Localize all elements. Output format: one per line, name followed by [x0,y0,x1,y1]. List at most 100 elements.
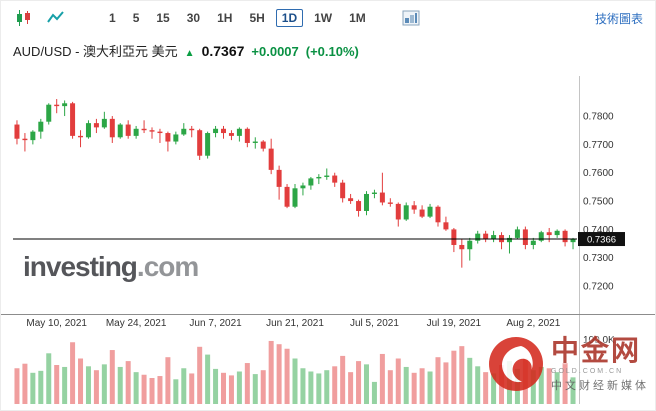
volume-bar [562,363,568,404]
volume-bar [22,363,28,404]
timeframe-1d[interactable]: 1D [275,9,304,27]
candlestick-chart-icon [17,10,30,26]
candle-body [101,118,107,128]
candle-body [221,128,227,134]
volume-bar [85,366,91,404]
candle-body [78,135,84,138]
candle-body [149,130,155,132]
timeframe-1m[interactable]: 1M [343,9,372,27]
candle-body [276,169,282,187]
candle-body [467,240,473,250]
candle-body [141,128,147,131]
candle-body [54,104,60,107]
y-axis-tick: 0.7200 [583,282,614,293]
volume-bar [244,363,250,404]
price-change-percent: (+0.10%) [305,44,359,59]
up-arrow-icon: ▲ [184,48,195,59]
volume-bar [419,368,425,404]
x-axis-label: Jun 21, 2021 [266,318,324,329]
volume-bar [308,371,314,404]
investing-watermark: investing.com [23,251,199,283]
candle-body [530,240,536,245]
candle-body [46,104,52,122]
chart-panel-icon [402,10,420,26]
candle-body [348,198,354,202]
timeframe-1h[interactable]: 1H [211,9,238,27]
volume-bar [379,353,385,404]
candle-body [22,138,28,141]
volume-bar [570,377,576,404]
timeframe-1[interactable]: 1 [103,9,122,27]
volume-bar [292,358,298,404]
candle-body [427,206,433,217]
volume-bar [93,370,99,404]
volume-bar [491,373,497,404]
candle-body [491,235,497,240]
volume-bar [165,357,171,404]
timeframe-5h[interactable]: 5H [243,9,270,27]
volume-bar [157,376,163,404]
candle-body [554,230,560,236]
volume-bar [189,373,195,404]
candle-body [546,232,552,236]
candle-body [379,192,385,203]
timeframe-5[interactable]: 5 [127,9,146,27]
volume-bar [78,358,84,404]
y-axis-tick: 0.7500 [583,197,614,208]
volume-bar [467,357,473,404]
volume-bar [443,362,449,404]
investing-watermark-brand: investing [23,251,138,282]
candle-body [506,237,512,243]
volume-bar [435,357,441,404]
zhongjinwang-tagline: 中文财经新媒体 [551,379,649,392]
candle-body [38,121,44,132]
candlestick-type-button[interactable] [13,7,35,29]
candle-body [443,222,449,230]
volume-bar [316,373,322,404]
zhongjinwang-logo: 中金网 GOLD.COM.CN 中文财经新媒体 [488,335,649,393]
timeframe-1w[interactable]: 1W [308,9,338,27]
candle-body [268,148,274,170]
candle-body [356,201,362,211]
volume-bar [236,371,242,404]
timeframe-30[interactable]: 30 [181,9,206,27]
y-axis-tick: 0.7600 [583,168,614,179]
zhongjinwang-domain: GOLD.COM.CN [551,367,624,375]
candle-body [292,188,298,207]
line-chart-icon [47,11,64,23]
candle-body [570,239,576,243]
volume-bar [101,364,107,404]
chart-panel-button[interactable] [400,8,422,28]
volume-bar [213,368,219,404]
volume-bar [475,366,481,404]
candle-body [173,134,179,142]
volume-bar [395,358,401,404]
volume-bar [546,368,552,404]
volume-bar [554,372,560,404]
candle-body [165,133,171,142]
volume-bar [538,366,544,404]
timeframe-15[interactable]: 15 [150,9,175,27]
line-type-button[interactable] [45,7,67,29]
candle-body [133,128,139,136]
volume-bar [276,344,282,404]
candle-body [236,128,242,136]
candle-body [483,233,489,240]
volume-bar [371,381,377,404]
candle-body [125,124,131,136]
candle-body [459,244,465,250]
volume-bar [387,370,393,404]
technical-chart-link[interactable]: 技術圖表 [594,11,643,26]
candle-body [189,128,195,131]
zhongjinwang-icon [489,337,543,391]
volume-bar [300,368,306,404]
candle-body [62,103,68,107]
volume-bar [260,370,266,404]
last-price: 0.7367 [201,43,245,59]
candle-body [316,176,322,179]
candle-body [284,186,290,207]
volume-bar [221,372,227,404]
candle-body [371,192,377,194]
y-axis-tick: 0.7700 [583,140,614,151]
